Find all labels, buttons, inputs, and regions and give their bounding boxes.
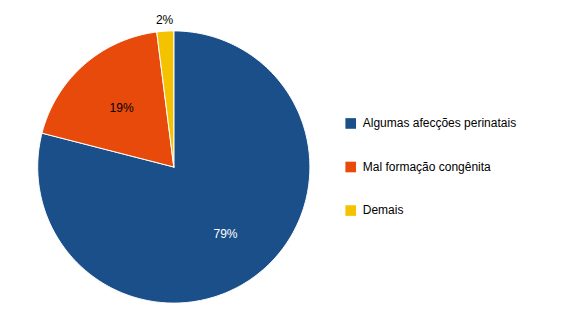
svg-text:Demais: Demais [363, 203, 404, 217]
svg-text:2%: 2% [156, 13, 174, 27]
svg-text:Algumas afecções perinatais: Algumas afecções perinatais [363, 116, 516, 130]
svg-text:19%: 19% [110, 101, 134, 115]
svg-text:79%: 79% [214, 227, 238, 241]
svg-text:Mal formação congênita: Mal formação congênita [363, 160, 491, 174]
